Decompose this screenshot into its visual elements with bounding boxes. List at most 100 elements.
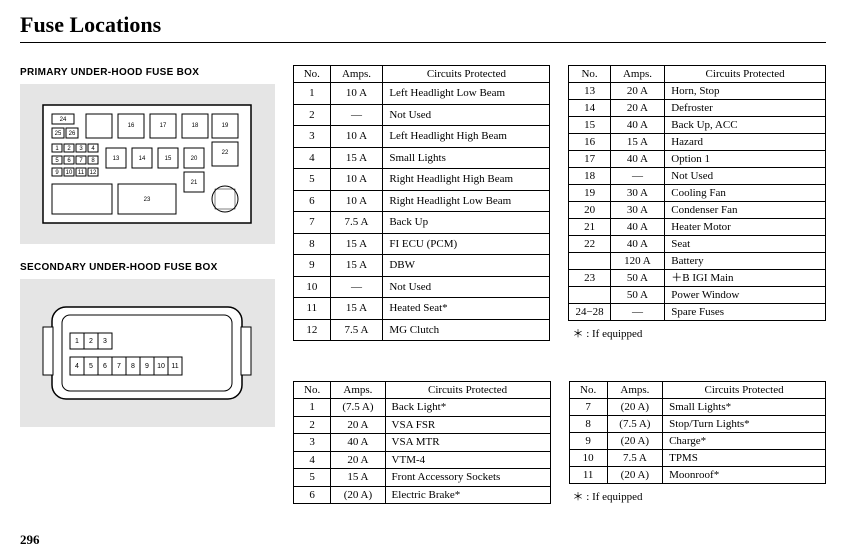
- cell-amps: 7.5 A: [330, 319, 383, 341]
- table-row: 1320 AHorn, Stop: [569, 83, 826, 100]
- cell-amps: 30 A: [610, 202, 665, 219]
- cell-amps: 15 A: [330, 147, 383, 169]
- cell-amps: 15 A: [331, 469, 385, 487]
- table-row: 2350 A＋B IGI Main: [569, 270, 826, 287]
- cell-circuit: Defroster: [665, 100, 826, 117]
- table-row: 2140 AHeater Motor: [569, 219, 826, 236]
- cell-amps: 10 A: [330, 169, 383, 191]
- svg-text:3: 3: [103, 338, 107, 345]
- cell-no: 22: [569, 236, 610, 253]
- footnote-primary: ＊ : If equipped: [568, 325, 826, 341]
- col-amps: Amps.: [607, 382, 662, 399]
- svg-text:14: 14: [139, 156, 146, 162]
- cell-no: 21: [569, 219, 610, 236]
- cell-circuit: Small Lights*: [663, 399, 826, 416]
- primary-right-wrap: No. Amps. Circuits Protected 1320 AHorn,…: [568, 65, 826, 341]
- cell-circuit: Not Used: [383, 276, 550, 298]
- table-row: 18—Not Used: [569, 168, 826, 185]
- table-row: 1740 AOption 1: [569, 151, 826, 168]
- cell-no: 15: [569, 117, 610, 134]
- cell-no: 3: [294, 434, 331, 452]
- col-amps: Amps.: [331, 382, 385, 399]
- cell-circuit: Seat: [665, 236, 826, 253]
- svg-text:17: 17: [160, 123, 167, 129]
- cell-circuit: Moonroof*: [663, 467, 826, 484]
- table-row: 11(20 A)Moonroof*: [569, 467, 825, 484]
- content-layout: PRIMARY UNDER-HOOD FUSE BOX 24 25 26 16 …: [20, 65, 826, 504]
- cell-no: 6: [294, 486, 331, 504]
- cell-amps: 15 A: [610, 134, 665, 151]
- svg-text:4: 4: [75, 363, 79, 370]
- cell-circuit: VSA MTR: [385, 434, 550, 452]
- cell-no: 17: [569, 151, 610, 168]
- svg-text:13: 13: [113, 156, 120, 162]
- table-row: 340 AVSA MTR: [294, 434, 551, 452]
- cell-no: 9: [569, 433, 607, 450]
- cell-circuit: Back Light*: [385, 399, 550, 417]
- cell-no: 7: [569, 399, 607, 416]
- table-row: 2030 ACondenser Fan: [569, 202, 826, 219]
- cell-amps: 40 A: [331, 434, 385, 452]
- cell-amps: 40 A: [610, 117, 665, 134]
- table-row: 1930 ACooling Fan: [569, 185, 826, 202]
- col-no: No.: [569, 382, 607, 399]
- cell-circuit: Cooling Fan: [665, 185, 826, 202]
- cell-no: 5: [294, 469, 331, 487]
- cell-circuit: Back Up: [383, 212, 550, 234]
- secondary-tables-row: No. Amps. Circuits Protected 1(7.5 A)Bac…: [293, 381, 826, 504]
- cell-circuit: Electric Brake*: [385, 486, 550, 504]
- secondary-fusebox-label: SECONDARY UNDER-HOOD FUSE BOX: [20, 262, 275, 273]
- svg-text:12: 12: [90, 170, 97, 176]
- cell-amps: 7.5 A: [330, 212, 383, 234]
- cell-amps: 120 A: [610, 253, 665, 270]
- cell-amps: —: [330, 276, 383, 298]
- secondary-right-wrap: No. Amps. Circuits Protected 7(20 A)Smal…: [569, 381, 826, 504]
- table-row: 9(20 A)Charge*: [569, 433, 825, 450]
- table-row: 77.5 ABack Up: [294, 212, 550, 234]
- table-row: 24−28—Spare Fuses: [569, 304, 826, 321]
- cell-no: 5: [294, 169, 331, 191]
- table-row: 220 AVSA FSR: [294, 416, 551, 434]
- table-row: 127.5 AMG Clutch: [294, 319, 550, 341]
- cell-amps: 20 A: [610, 100, 665, 117]
- table-row: 6(20 A)Electric Brake*: [294, 486, 551, 504]
- cell-amps: 30 A: [610, 185, 665, 202]
- cell-no: 24−28: [569, 304, 610, 321]
- cell-amps: —: [330, 104, 383, 126]
- cell-circuit: DBW: [383, 255, 550, 277]
- cell-no: 1: [294, 83, 331, 105]
- cell-amps: 15 A: [330, 298, 383, 320]
- primary-tables-row: No. Amps. Circuits Protected 110 ALeft H…: [293, 65, 826, 341]
- cell-circuit: Heated Seat*: [383, 298, 550, 320]
- col-no: No.: [569, 66, 610, 83]
- svg-text:22: 22: [222, 150, 229, 156]
- cell-circuit: Left Headlight Low Beam: [383, 83, 550, 105]
- secondary-fuse-table-right: No. Amps. Circuits Protected 7(20 A)Smal…: [569, 381, 826, 484]
- svg-text:21: 21: [191, 180, 198, 186]
- cell-circuit: Left Headlight High Beam: [383, 126, 550, 148]
- cell-amps: 40 A: [610, 151, 665, 168]
- cell-circuit: Stop/Turn Lights*: [663, 416, 826, 433]
- cell-amps: 15 A: [330, 255, 383, 277]
- secondary-fusebox-diagram: 1 2 3 4 5 6 7 8 9 10 11: [20, 279, 275, 427]
- cell-no: 2: [294, 104, 331, 126]
- table-row: 107.5 ATPMS: [569, 450, 825, 467]
- col-no: No.: [294, 382, 331, 399]
- cell-no: 11: [294, 298, 331, 320]
- cell-amps: (20 A): [607, 399, 662, 416]
- page-number: 296: [20, 532, 826, 548]
- cell-no: 7: [294, 212, 331, 234]
- cell-circuit: TPMS: [663, 450, 826, 467]
- table-row: 610 ARight Headlight Low Beam: [294, 190, 550, 212]
- cell-circuit: Option 1: [665, 151, 826, 168]
- cell-amps: 40 A: [610, 236, 665, 253]
- table-row: 1115 AHeated Seat*: [294, 298, 550, 320]
- primary-fuse-table-left: No. Amps. Circuits Protected 110 ALeft H…: [293, 65, 550, 341]
- cell-amps: 10 A: [330, 126, 383, 148]
- primary-fuse-table-right: No. Amps. Circuits Protected 1320 AHorn,…: [568, 65, 826, 321]
- table-row: 2—Not Used: [294, 104, 550, 126]
- table-row: 1(7.5 A)Back Light*: [294, 399, 551, 417]
- cell-no: 4: [294, 147, 331, 169]
- cell-no: 4: [294, 451, 331, 469]
- cell-no: [569, 287, 610, 304]
